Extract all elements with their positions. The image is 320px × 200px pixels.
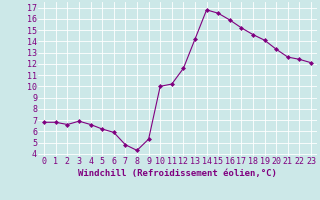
X-axis label: Windchill (Refroidissement éolien,°C): Windchill (Refroidissement éolien,°C) [78, 169, 277, 178]
